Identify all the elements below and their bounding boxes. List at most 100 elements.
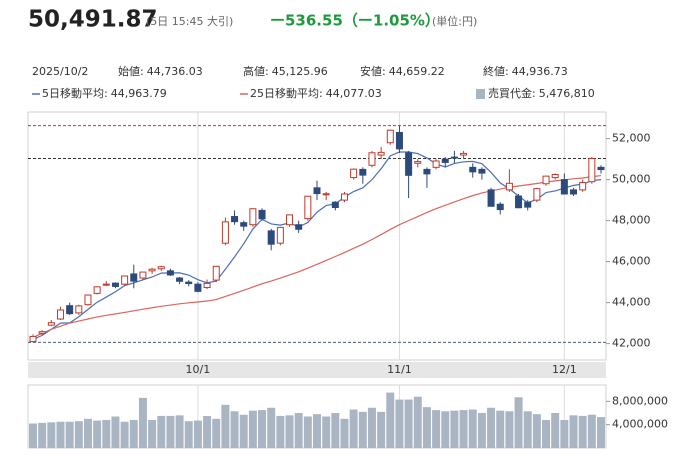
- volume-bar: [514, 397, 523, 448]
- candle-body: [515, 195, 523, 209]
- info-label: 安値:: [360, 64, 386, 78]
- candle-body: [441, 158, 449, 163]
- x-axis-band: [28, 362, 606, 378]
- x-tick-label: 11/1: [387, 363, 412, 376]
- volume-bar: [358, 411, 367, 448]
- volume-bar: [303, 416, 312, 448]
- candle-body: [460, 152, 468, 156]
- candle-body: [368, 152, 376, 166]
- candle-body: [130, 273, 138, 282]
- legend-name: 25日移動平均:: [250, 86, 323, 100]
- candle-body: [496, 203, 504, 211]
- volume-bar: [367, 407, 376, 448]
- candle-body: [203, 282, 211, 289]
- info-label: 高値:: [243, 64, 269, 78]
- candle-body: [29, 335, 37, 343]
- volume-bar: [377, 411, 386, 448]
- volume-bar: [102, 420, 111, 448]
- volume-bar: [459, 410, 468, 448]
- volume-bar: [129, 420, 138, 448]
- volume-bar: [239, 414, 248, 448]
- candle-body: [487, 189, 495, 207]
- volume-bar: [221, 404, 230, 448]
- volume-bar: [532, 414, 541, 448]
- candle-body: [249, 208, 257, 226]
- candle-body: [194, 283, 202, 292]
- volume-bar: [505, 411, 514, 448]
- volume-bar: [395, 399, 404, 448]
- candle-body: [231, 216, 239, 223]
- candle-body: [38, 331, 46, 334]
- info-item: 終値: 44,936.73: [483, 64, 568, 78]
- volume-bar: [157, 415, 166, 448]
- candle-body: [597, 166, 605, 171]
- candle-body: [56, 309, 64, 320]
- volume-bar: [450, 410, 459, 448]
- candle-body: [66, 305, 74, 315]
- y-tick-label: 42,000: [612, 337, 651, 350]
- legend-entry: 25日移動平均: 44,077.03: [250, 86, 382, 100]
- legend-entry: 売買代金: 5,476,810: [488, 86, 595, 100]
- volume-bar: [597, 417, 605, 448]
- volume-bar: [248, 410, 257, 448]
- volume-bar: [175, 415, 184, 448]
- volume-bar: [285, 415, 294, 448]
- volume-bar: [386, 392, 395, 448]
- candle-body: [524, 201, 532, 208]
- volume-bar: [166, 415, 175, 448]
- volume-bar: [542, 420, 551, 448]
- price: 50,491.87: [28, 7, 158, 33]
- x-tick-label: 10/1: [186, 363, 211, 376]
- volume-bar: [65, 421, 74, 448]
- candle-body: [322, 193, 330, 196]
- volume-bar: [422, 407, 431, 448]
- volume-bar: [349, 409, 358, 448]
- volume-bar: [38, 422, 47, 448]
- candle-body: [542, 175, 550, 185]
- x-tick-label: 12/1: [552, 363, 577, 376]
- volume-bar: [184, 421, 193, 448]
- volume-bar: [432, 410, 441, 448]
- candle-body: [395, 131, 403, 150]
- candle-body: [47, 322, 55, 326]
- candle-body: [84, 294, 92, 306]
- info-date: 2025/10/2: [32, 65, 88, 78]
- volume-bar: [322, 416, 331, 448]
- candle-body: [505, 182, 513, 191]
- plot-frame: [27, 111, 607, 361]
- y-tick-label: 52,000: [612, 132, 651, 145]
- volume-bar: [496, 410, 505, 448]
- candle-body: [75, 305, 83, 314]
- volume-bar: [569, 415, 578, 448]
- volume-bar: [487, 407, 496, 448]
- candle-body: [570, 189, 578, 195]
- info-item: 始値: 44,736.03: [118, 64, 203, 78]
- candle-body: [560, 179, 568, 195]
- volume-bar: [276, 415, 285, 448]
- info-label: 始値:: [118, 64, 144, 78]
- legend-value: 44,963.79: [111, 87, 167, 100]
- candle-body: [240, 222, 248, 227]
- volume-bar: [148, 420, 157, 448]
- candle-body: [212, 265, 220, 281]
- candle-body: [588, 158, 596, 183]
- info-label: 終値:: [483, 64, 509, 78]
- candle-body: [276, 226, 284, 244]
- candle-body: [414, 161, 422, 164]
- volume-bar: [47, 422, 56, 448]
- candle-body: [185, 281, 193, 285]
- volume-bar: [138, 397, 147, 448]
- candle-body: [157, 266, 165, 270]
- volume-bar: [74, 421, 83, 448]
- volume-bar: [212, 418, 221, 448]
- info-value: 45,125.96: [272, 65, 328, 78]
- candle-body: [102, 283, 110, 286]
- candle-body: [166, 270, 174, 276]
- volume-bar: [29, 423, 37, 448]
- volume-bar: [230, 411, 239, 448]
- legend-value: 5,476,810: [539, 87, 595, 100]
- candle-body: [386, 129, 394, 144]
- info-item: 高値: 45,125.96: [243, 64, 328, 78]
- volume-tick-label: 8,000,000: [612, 394, 668, 407]
- info-value: 44,736.03: [147, 65, 203, 78]
